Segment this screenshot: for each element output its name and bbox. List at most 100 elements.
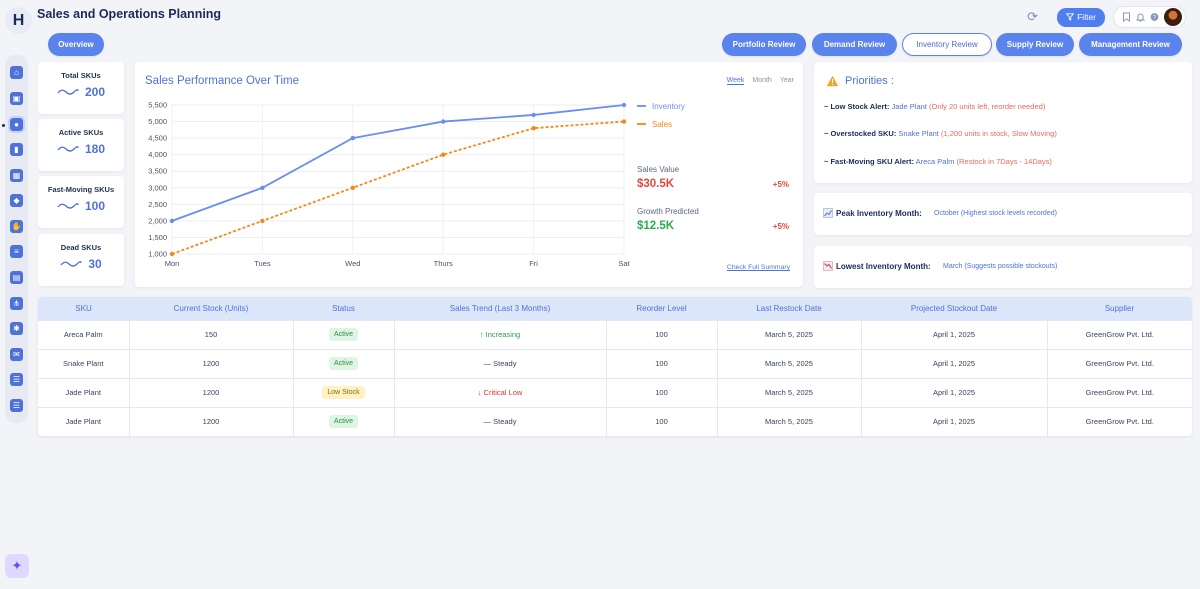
stat-value: 180 [84, 142, 106, 156]
cell-stock: 1200 [129, 348, 294, 378]
col-current-stock[interactable]: Current Stock (Units) [129, 297, 293, 320]
cell-restock: March 5, 2025 [717, 348, 862, 378]
stat-card-active: Active SKUs 180 [38, 119, 124, 171]
cell-stockout: April 1, 2025 [861, 377, 1048, 407]
priorities-title-row: Priorities : [826, 75, 894, 87]
chart-title: Sales Performance Over Time [145, 75, 300, 87]
cell-status: Active [293, 319, 395, 349]
x-tick-label: Fri [529, 259, 538, 268]
avatar[interactable] [1164, 8, 1182, 26]
tag-icon[interactable]: ◆ [10, 194, 23, 207]
tab-inventory-review[interactable]: Inventory Review [902, 33, 992, 56]
tab-portfolio-review[interactable]: Portfolio Review [722, 33, 806, 56]
cell-sku: Jade Plant [38, 406, 130, 436]
y-tick-label: 1,500 [148, 233, 167, 242]
cell-restock: March 5, 2025 [717, 377, 862, 407]
data-point-inventory [169, 218, 175, 224]
col-last-restock[interactable]: Last Restock Date [717, 297, 861, 320]
table-row[interactable]: Areca Palm 150 Active ↑ Increasing 100 M… [38, 319, 1192, 349]
cell-reorder: 100 [606, 319, 718, 349]
cell-sku: Snake Plant [38, 348, 130, 378]
tab-management-review[interactable]: Management Review [1079, 33, 1182, 56]
box-icon[interactable]: ▣ [10, 92, 23, 105]
range-year[interactable]: Year [779, 77, 794, 84]
y-tick-label: 2,500 [148, 200, 167, 209]
col-reorder-level[interactable]: Reorder Level [606, 297, 717, 320]
bell-icon[interactable] [1136, 12, 1145, 22]
filter-button[interactable]: Filter [1057, 7, 1105, 27]
home-icon[interactable]: ⌂ [10, 66, 23, 79]
data-point-inventory [350, 135, 355, 141]
lowest-inventory-label: Lowest Inventory Month: [836, 262, 931, 271]
overview-button[interactable]: Overview [48, 33, 104, 56]
table-row[interactable]: Jade Plant 1200 Low Stock ↓ Critical Low… [38, 377, 1192, 407]
wave-icon [57, 146, 79, 152]
range-month[interactable]: Month [752, 77, 772, 84]
cell-reorder: 100 [606, 406, 718, 436]
priority-label: ~ Low Stock Alert: [824, 102, 890, 111]
check-full-summary-link[interactable]: Check Full Summary [726, 264, 790, 271]
calendar-icon[interactable]: ▦ [10, 169, 23, 182]
cell-status: Active [293, 406, 395, 436]
tab-demand-review[interactable]: Demand Review [812, 33, 897, 56]
inventory-table: SKU Current Stock (Units) Status Sales T… [38, 297, 1192, 436]
y-tick-label: 4,000 [148, 150, 167, 159]
app-logo[interactable]: H [5, 7, 32, 34]
chart-down-icon [823, 261, 833, 271]
table-row[interactable]: Snake Plant 1200 Active — Steady 100 Mar… [38, 348, 1192, 378]
priority-label: ~ Overstocked SKU: [824, 129, 897, 138]
y-tick-label: 3,000 [148, 183, 167, 192]
mail-icon[interactable]: ✉ [10, 348, 23, 361]
lowest-inventory-card: Lowest Inventory Month: March (Suggests … [814, 246, 1192, 288]
range-tabs: Week Month Year [726, 77, 794, 85]
table-header-row: SKU Current Stock (Units) Status Sales T… [38, 297, 1192, 320]
col-sku[interactable]: SKU [38, 297, 129, 320]
x-tick-label: Wed [345, 259, 360, 268]
refresh-icon[interactable]: ⟳ [1027, 9, 1039, 24]
layers-icon[interactable]: ☰ [10, 373, 23, 386]
status-badge: Active [328, 357, 359, 370]
stat-value: 200 [84, 85, 106, 99]
lowest-inventory-value: March (Suggests possible stockouts) [943, 263, 1058, 270]
range-week[interactable]: Week [726, 77, 745, 85]
network-icon[interactable]: ⋔ [10, 297, 23, 310]
data-point-inventory [531, 112, 536, 118]
cell-trend: ↑ Increasing [394, 319, 607, 349]
cell-status: Low Stock [293, 377, 395, 407]
stat-label: Active SKUs [58, 128, 104, 137]
stat-label: Total SKUs [61, 71, 101, 80]
col-status[interactable]: Status [293, 297, 394, 320]
priority-low-stock: ~ Low Stock Alert: Jade Plant (Only 20 u… [824, 102, 1045, 111]
bar-chart-icon[interactable]: ▮ [10, 143, 23, 156]
stat-card-fast-moving: Fast-Moving SKUs 100 [38, 176, 124, 228]
data-point-sales [531, 125, 536, 131]
status-badge: Low Stock [322, 386, 365, 399]
sales-value: $30.5K [637, 178, 675, 190]
cell-reorder: 100 [606, 377, 718, 407]
table-row[interactable]: Jade Plant 1200 Active — Steady 100 Marc… [38, 406, 1192, 436]
cell-trend: ↓ Critical Low [394, 377, 607, 407]
priority-sku: Snake Plant [898, 129, 939, 138]
y-tick-label: 5,500 [148, 101, 167, 110]
report-icon[interactable]: ≡ [10, 245, 23, 258]
tab-supply-review[interactable]: Supply Review [996, 33, 1074, 56]
user-icon[interactable]: ● [8, 116, 25, 133]
sales-line-chart: 1,000 1,500 2,000 2,500 3,000 3,500 4,000 4,500… [148, 101, 685, 269]
sparkle-icon[interactable]: ✦ [5, 554, 29, 578]
cell-stockout: April 1, 2025 [861, 319, 1048, 349]
status-badge: Active [328, 328, 359, 341]
col-projected-stockout[interactable]: Projected Stockout Date [861, 297, 1047, 320]
contacts-icon[interactable]: ▤ [10, 271, 23, 284]
growth-predicted-delta: +5% [772, 222, 789, 231]
col-sales-trend[interactable]: Sales Trend (Last 3 Months) [394, 297, 606, 320]
series-line-sales [171, 120, 625, 255]
hand-icon[interactable]: ✋ [10, 220, 23, 233]
stack-icon[interactable]: ☰ [10, 399, 23, 412]
settings-icon[interactable]: ✱ [10, 322, 23, 335]
data-point-inventory [260, 185, 265, 190]
help-icon[interactable]: ? [1150, 12, 1159, 22]
col-supplier[interactable]: Supplier [1047, 297, 1192, 320]
cell-supplier: GreenGrow Pvt. Ltd. [1047, 348, 1192, 378]
bookmark-icon[interactable] [1122, 12, 1131, 22]
stat-value: 30 [88, 257, 102, 271]
